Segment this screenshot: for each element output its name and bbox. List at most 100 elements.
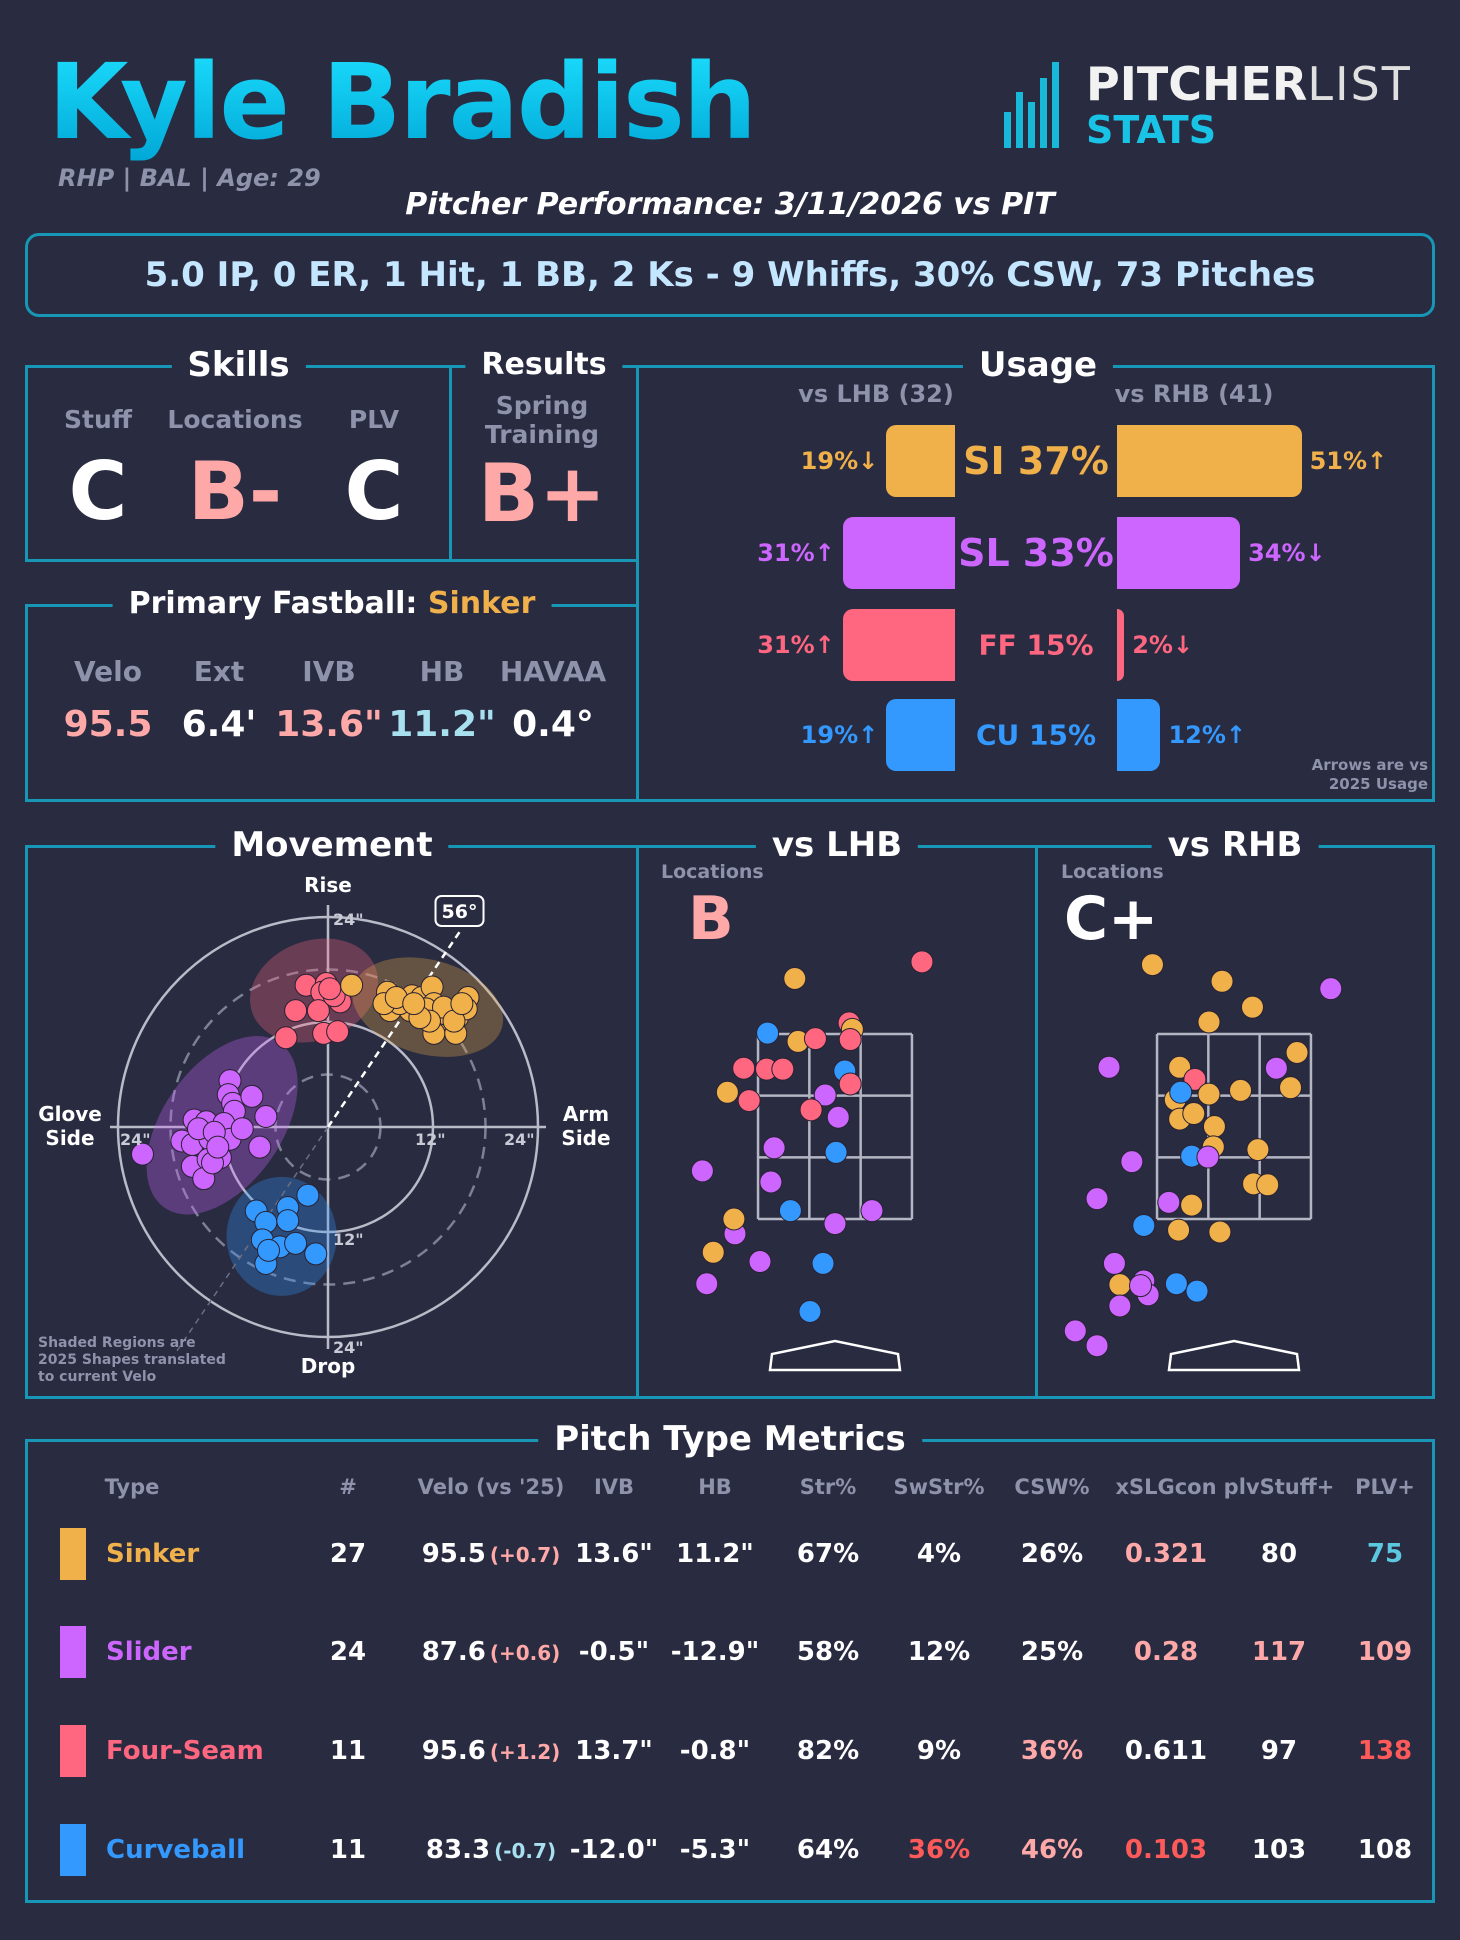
location-point-cu (1132, 1213, 1156, 1237)
location-point-cu (1185, 1279, 1209, 1303)
column-header: Type (104, 1475, 160, 1499)
location-point-cu (811, 1251, 835, 1275)
usage-pitch-label: CU 15% (975, 718, 1097, 752)
movement-point-cu (257, 1238, 280, 1262)
xslg-value: 0.611 (1124, 1736, 1208, 1766)
location-point-ff (803, 1027, 827, 1051)
primary-fastball-title: Primary Fastball: Sinker (112, 581, 552, 627)
location-point-sl (748, 1250, 772, 1274)
movement-plot: 56°RiseDropGloveSideArmSide24"24"12"24"1… (38, 873, 611, 1385)
velo-value: 83.3 (425, 1835, 491, 1865)
location-point-cu (778, 1199, 802, 1223)
csw-value: 36% (1020, 1736, 1084, 1766)
location-point-sl (762, 1136, 786, 1160)
column-header: CSW% (1014, 1475, 1090, 1499)
tick-24-bottom: 24" (333, 1338, 364, 1357)
usage-lhb-pct: 31%↑ (757, 631, 835, 659)
skills-panel: Skills (25, 342, 452, 562)
location-point-sl (1157, 1190, 1181, 1214)
location-point-si (722, 1207, 746, 1231)
locations-lhb-grade: B (688, 884, 734, 954)
column-header: plvStuff+ (1223, 1475, 1335, 1499)
velo-value: 95.6 (421, 1736, 486, 1766)
hb-value: -12.9" (670, 1637, 760, 1667)
location-point-sl (1085, 1187, 1109, 1211)
velo-diff: (+0.7) (489, 1543, 561, 1567)
csw-value: 26% (1020, 1539, 1084, 1569)
fastball-metric-label: HB (419, 655, 465, 688)
location-point-si (715, 1080, 739, 1104)
swstr-value: 9% (916, 1736, 962, 1766)
pitch-color-swatch (60, 1824, 86, 1876)
movement-point-cu (304, 1242, 328, 1266)
velo-diff: (+0.6) (489, 1641, 561, 1665)
arm-angle-label: 56° (442, 901, 478, 923)
skill-label-plv: PLV (348, 405, 400, 434)
fastball-metric-label: Ext (193, 655, 245, 688)
pitcher-name: Kyle Bradish (48, 41, 757, 163)
str-value: 82% (796, 1736, 860, 1766)
pitch-count: 24 (329, 1637, 367, 1667)
plv-value: 109 (1357, 1637, 1413, 1667)
location-point-ff (732, 1056, 756, 1080)
glove-side-label: Side (45, 1126, 94, 1150)
location-point-sl (1129, 1274, 1153, 1298)
str-value: 67% (796, 1539, 860, 1569)
skill-grade-locations: B- (187, 445, 283, 538)
movement-point-sl (230, 1117, 254, 1141)
column-header: HB (698, 1475, 732, 1499)
locations-rhb-label: Locations (1061, 861, 1164, 883)
usage-bar-lhb-sl (842, 517, 955, 589)
tick-12-bottom: 12" (333, 1230, 364, 1249)
usage-note-line-2: 2025 Usage (1328, 775, 1428, 793)
location-point-sl (1196, 1145, 1220, 1169)
xslg-value: 0.28 (1133, 1637, 1199, 1667)
game-summary-text: 5.0 IP, 0 ER, 1 Hit, 1 BB, 2 Ks - 9 Whif… (144, 255, 1316, 295)
location-point-si (1168, 1055, 1192, 1079)
ivb-value: 13.6" (575, 1539, 653, 1569)
skills-title: Skills (171, 342, 306, 388)
usage-note: Arrows are vs 2025 Usage (1312, 756, 1428, 794)
movement-point-cu (276, 1209, 300, 1233)
skill-grade-plv: C (344, 445, 404, 538)
swstr-value: 36% (907, 1835, 971, 1865)
location-point-sl (1102, 1251, 1126, 1275)
skill-grade-stuff: C (68, 445, 128, 538)
movement-point-sl (254, 1105, 278, 1128)
location-point-si (1167, 1218, 1191, 1242)
movement-note: to current Velo (38, 1369, 157, 1385)
movement-point-si (340, 973, 364, 997)
velo-cell: 95.6 (+1.2) (422, 1736, 561, 1766)
movement-point-sl (248, 1135, 272, 1159)
locations-lhb-plot (690, 950, 934, 1372)
ivb-value: -0.5" (578, 1637, 650, 1667)
location-point-cu (1164, 1272, 1188, 1296)
velo-value: 87.6 (421, 1637, 486, 1667)
location-point-si (1285, 1041, 1309, 1064)
movement-point-sl (131, 1142, 154, 1166)
primary-fastball-pitch: Sinker (427, 586, 536, 621)
location-point-sl (1120, 1150, 1144, 1174)
location-point-sl (1063, 1319, 1087, 1343)
location-point-sl (826, 1105, 850, 1129)
hb-value: -5.3" (679, 1835, 751, 1865)
xslg-value: 0.321 (1124, 1539, 1208, 1569)
location-point-ff (910, 950, 934, 974)
tick-24-right: 24" (504, 1130, 535, 1149)
pitch-type-name: Curveball (106, 1835, 245, 1865)
swstr-value: 12% (907, 1637, 971, 1667)
location-point-si (783, 967, 807, 990)
location-point-sl (823, 1212, 847, 1236)
location-point-si (1279, 1076, 1303, 1100)
movement-note: 2025 Shapes translated (38, 1352, 226, 1368)
xslg-value: 0.103 (1124, 1835, 1208, 1865)
location-point-si (1108, 1273, 1132, 1297)
location-point-sl (1085, 1334, 1109, 1358)
logo-stats-text: STATS (1086, 108, 1217, 152)
csw-value: 46% (1020, 1835, 1084, 1865)
results-grade: B+ (477, 447, 607, 540)
pitch-color-swatch (60, 1725, 86, 1777)
ivb-value: 13.7" (575, 1736, 653, 1766)
usage-panel: Usage (636, 342, 1435, 802)
location-point-ff (737, 1089, 761, 1113)
